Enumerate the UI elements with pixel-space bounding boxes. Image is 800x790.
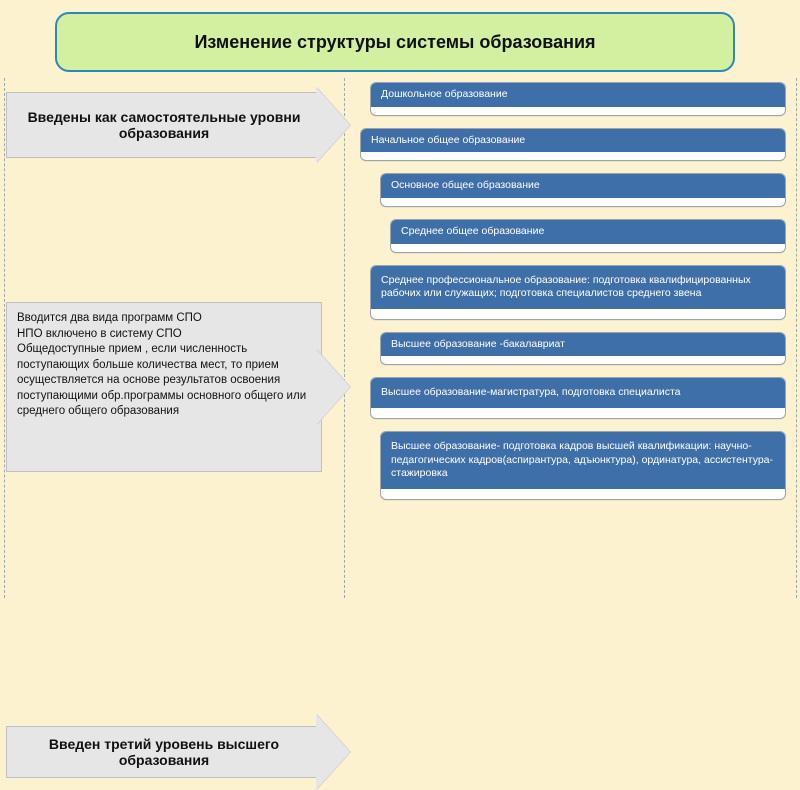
education-card-body [361,152,785,160]
left-block-text: Введен третий уровень высшего образовани… [17,736,311,768]
education-card: Начальное общее образование [360,128,786,162]
education-card: Высшее образование -бакалавриат [380,332,786,366]
education-card-header: Основное общее образование [381,174,785,198]
left-block-third-level: Введен третий уровень высшего образовани… [6,726,322,778]
education-card-header: Высшее образование-магистратура, подгото… [371,378,785,408]
education-card-header: Высшее образование- подготовка кадров вы… [381,432,785,489]
education-card-body [381,356,785,364]
education-card: Высшее образование-магистратура, подгото… [370,377,786,419]
left-block-spo: Вводится два вида программ СПО НПО включ… [6,302,322,472]
arrow-right-icon [317,87,351,163]
education-card: Среднее общее образование [390,219,786,253]
education-card-body [381,198,785,206]
education-card-header: Начальное общее образование [361,129,785,153]
education-card-header: Среднее общее образование [391,220,785,244]
education-card: Основное общее образование [380,173,786,207]
education-card-header: Высшее образование -бакалавриат [381,333,785,357]
guide-line [796,78,797,598]
education-card-body [371,107,785,115]
education-levels-column: Дошкольное образование Начальное общее об… [350,82,790,512]
education-card-body [371,408,785,418]
education-card-body [381,489,785,499]
arrow-right-icon [317,714,351,790]
education-card: Среднее профессиональное образование: по… [370,265,786,320]
left-block-text: Вводится два вида программ СПО НПО включ… [17,312,306,417]
education-card-body [391,244,785,252]
education-card-header: Дошкольное образование [371,83,785,107]
education-card-header: Среднее профессиональное образование: по… [371,266,785,309]
left-block-text: Введены как самостоятельные уровни образ… [17,109,311,141]
guide-line [4,78,5,598]
education-card: Высшее образование- подготовка кадров вы… [380,431,786,500]
education-card: Дошкольное образование [370,82,786,116]
page-title: Изменение структуры системы образования [194,32,595,53]
education-card-body [371,309,785,319]
arrow-right-icon [317,349,351,425]
left-block-intro-levels: Введены как самостоятельные уровни образ… [6,92,322,158]
page-title-box: Изменение структуры системы образования [55,12,735,72]
